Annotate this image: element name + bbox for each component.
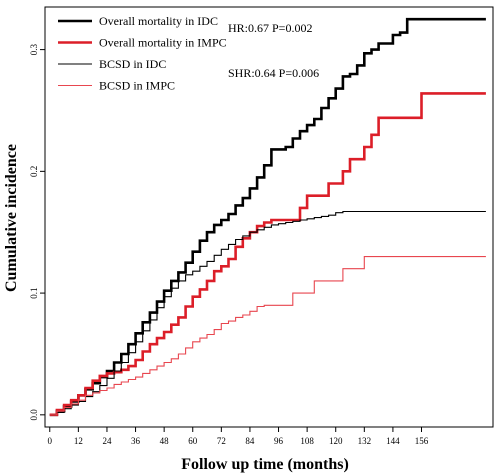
x-tick-label: 72 bbox=[217, 436, 226, 446]
y-tick-label: 0.3 bbox=[29, 43, 39, 55]
series-lines bbox=[49, 17, 486, 417]
x-tick-label: 120 bbox=[329, 436, 343, 446]
x-axis-title: Follow up time (months) bbox=[181, 456, 349, 473]
legend-label-2: Overall mortality in IMPC bbox=[99, 36, 227, 50]
x-tick-label: 144 bbox=[386, 436, 400, 446]
x-tick-label: 156 bbox=[415, 436, 429, 446]
x-tick-label: 84 bbox=[245, 436, 255, 446]
hr-annotation: HR:0.67 P=0.002 bbox=[228, 21, 312, 35]
legend-label-4: BCSD in IMPC bbox=[99, 79, 175, 93]
x-tick-label: 24 bbox=[102, 436, 112, 446]
legend: Overall mortality in IDC Overall mortalit… bbox=[58, 14, 227, 93]
x-tick-label: 12 bbox=[74, 436, 83, 446]
plot-frame bbox=[44, 6, 494, 428]
legend-label-3: BCSD in IDC bbox=[99, 57, 166, 71]
x-tick-label: 48 bbox=[160, 436, 170, 446]
x-tick-label: 108 bbox=[300, 436, 314, 446]
shr-annotation: SHR:0.64 P=0.006 bbox=[228, 66, 319, 80]
x-tick-label: 60 bbox=[188, 436, 198, 446]
series-line-4 bbox=[49, 256, 486, 416]
series-line-2 bbox=[49, 92, 486, 417]
series-line-1 bbox=[49, 17, 486, 417]
series-line-3 bbox=[49, 210, 486, 416]
x-tick-label: 96 bbox=[274, 436, 284, 446]
y-tick-label: 0.2 bbox=[29, 166, 39, 177]
y-tick-label: 0.1 bbox=[29, 287, 39, 298]
legend-label-1: Overall mortality in IDC bbox=[99, 14, 218, 28]
y-tick-label: 0.0 bbox=[29, 409, 39, 421]
x-tick-label: 36 bbox=[131, 436, 141, 446]
axes: 0 12 24 36 48 60 72 84 96 108 120 132 144 156 0.0 0.1 0.… bbox=[29, 6, 494, 446]
x-tick-label: 0 bbox=[48, 436, 53, 446]
x-tick-label: 132 bbox=[358, 436, 372, 446]
y-axis-title: Cumulative incidence bbox=[3, 144, 20, 292]
